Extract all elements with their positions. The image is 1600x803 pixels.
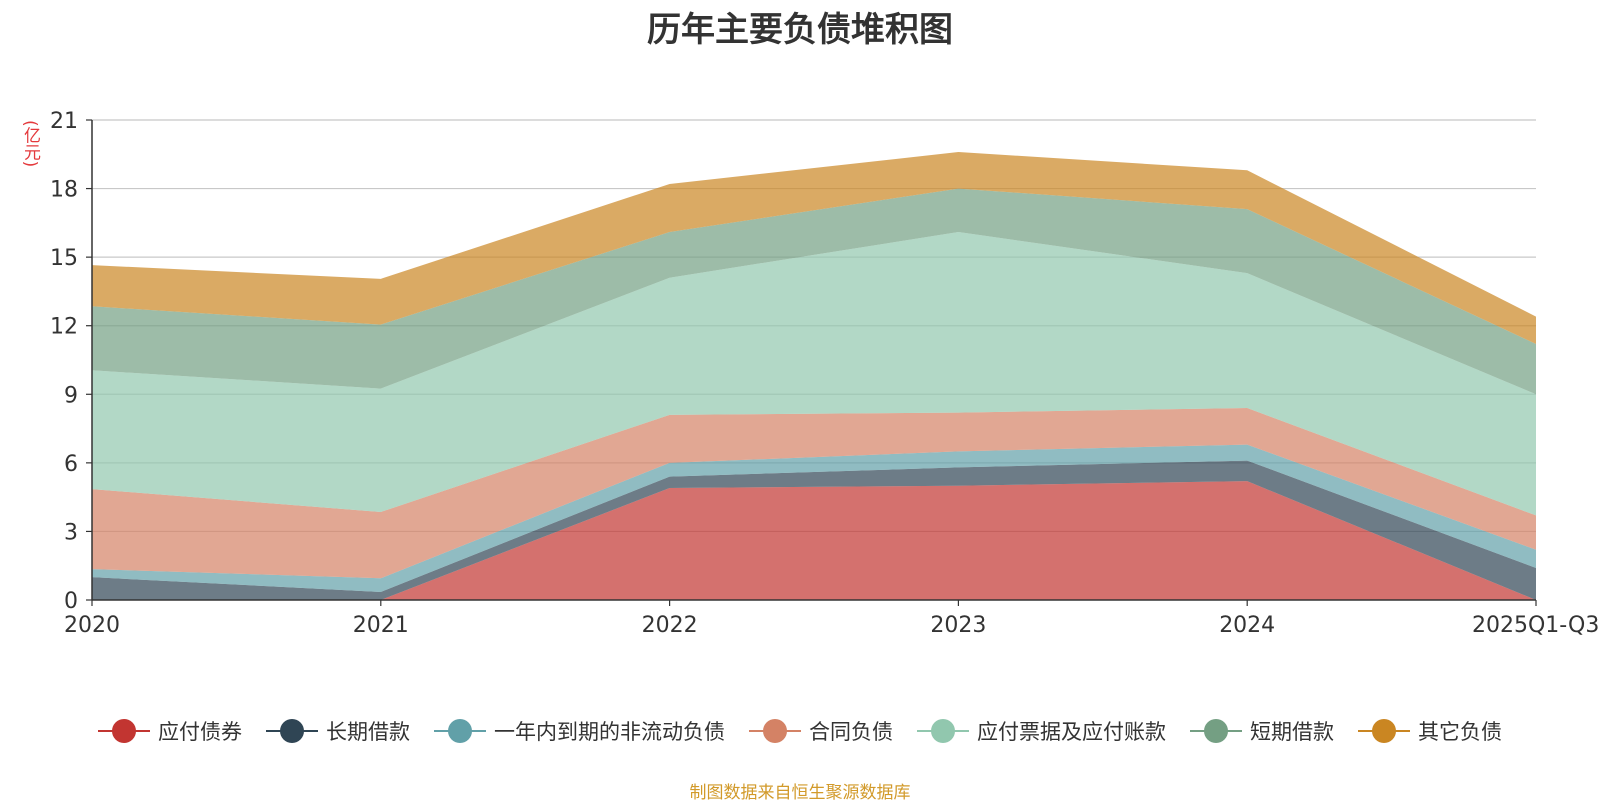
legend-item-7[interactable]: 其它负债 — [1358, 716, 1502, 746]
y-tick-label: 12 — [50, 315, 78, 340]
legend-label: 合同负债 — [809, 720, 893, 744]
legend-label: 应付债券 — [158, 720, 242, 744]
x-tick-label: 2020 — [64, 613, 120, 638]
legend-marker-icon — [917, 719, 969, 743]
legend-item-6[interactable]: 短期借款 — [1190, 716, 1334, 746]
source-note: 制图数据来自恒生聚源数据库 — [689, 783, 911, 803]
legend-marker-icon — [434, 719, 486, 743]
area-series-4 — [92, 408, 1536, 579]
area-series-3 — [92, 444, 1536, 592]
legend-label: 其它负债 — [1418, 720, 1502, 744]
legend-marker-icon — [266, 719, 318, 743]
y-tick-label: 18 — [50, 178, 78, 203]
y-tick-label: 21 — [50, 109, 78, 134]
y-tick-label: 6 — [64, 452, 78, 477]
y-tick-label: 9 — [64, 383, 78, 408]
y-axis-unit-label: (亿元) — [20, 120, 40, 168]
legend-item-5[interactable]: 应付票据及应付账款 — [917, 716, 1166, 746]
legend-item-3[interactable]: 一年内到期的非流动负债 — [434, 716, 725, 746]
legend-marker-icon — [1358, 719, 1410, 743]
x-tick-label: 2021 — [353, 613, 409, 638]
legend-item-1[interactable]: 应付债券 — [98, 716, 242, 746]
stacked-area-chart: 0 3 6 9 12 15 18 21 2020 2021 2022 2023 2024 2025Q1-Q… — [50, 109, 1599, 638]
y-tick-label: 0 — [64, 589, 78, 614]
legend-label: 长期借款 — [326, 720, 410, 744]
chart-title: 历年主要负债堆积图 — [647, 10, 953, 50]
area-series-7 — [92, 152, 1536, 344]
area-series-1 — [92, 481, 1536, 600]
legend-item-4[interactable]: 合同负债 — [749, 716, 893, 746]
area-series-2 — [92, 460, 1536, 600]
legend-label: 短期借款 — [1250, 720, 1334, 744]
x-tick-label: 2024 — [1219, 613, 1275, 638]
y-tick-label: 3 — [64, 520, 78, 545]
x-tick-label: 2023 — [930, 613, 986, 638]
y-tick-label: 15 — [50, 246, 78, 271]
area-series-6 — [92, 188, 1536, 395]
x-tick-label: 2025Q1-Q3 — [1472, 613, 1599, 638]
area-series — [92, 152, 1536, 600]
legend-marker-icon — [1190, 719, 1242, 743]
x-tick-label: 2022 — [642, 613, 698, 638]
legend-label: 应付票据及应付账款 — [977, 720, 1166, 744]
area-series-5 — [92, 232, 1536, 516]
legend-marker-icon — [749, 719, 801, 743]
legend-marker-icon — [98, 719, 150, 743]
legend-item-2[interactable]: 长期借款 — [266, 716, 410, 746]
axes: 0 3 6 9 12 15 18 21 2020 2021 2022 2023 2024 2025Q1-Q… — [50, 109, 1599, 638]
legend: 应付债券 长期借款 一年内到期的非流动负债 合同负债 应付票据及应付账款 短期借款 其它负债 — [0, 716, 1600, 746]
legend-label: 一年内到期的非流动负债 — [494, 720, 725, 744]
